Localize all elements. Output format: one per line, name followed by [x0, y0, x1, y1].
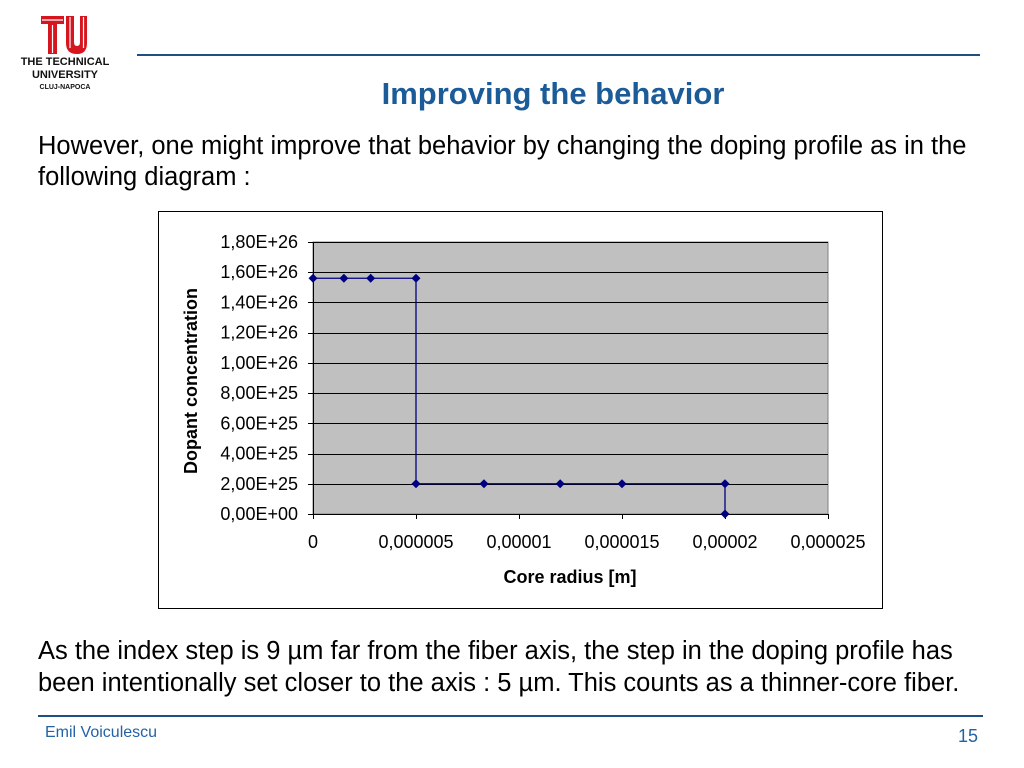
- data-point: [366, 273, 376, 283]
- tick-label-layer: 0,00E+00 2,00E+25 4,00E+25 6,00E+25 8,00E+25…: [220, 232, 865, 552]
- x-axis-title: Core radius [m]: [503, 567, 636, 587]
- conclusion-text: As the index step is 9 µm far from the f…: [38, 635, 959, 699]
- slide-title: Improving the behavior: [381, 76, 725, 111]
- page-number: 15: [957, 726, 978, 746]
- y-tick-label: 2,00E+25: [220, 474, 298, 494]
- logo-text-line3: CLUJ-NAPOCA: [39, 84, 91, 91]
- intro-line: However, one might improve that behavior…: [38, 132, 967, 160]
- y-tick-label: 8,00E+25: [220, 383, 298, 403]
- x-tick-label: 0,000015: [584, 532, 659, 552]
- x-tick-label: 0,000005: [378, 532, 453, 552]
- grid-layer: [313, 242, 828, 485]
- series-layer: [308, 273, 730, 519]
- logo-text-line1: THE TECHNICAL: [20, 56, 110, 68]
- axes-layer: [308, 242, 829, 519]
- data-point: [339, 273, 349, 283]
- y-axis-title: Dopant concentration: [181, 288, 201, 474]
- data-point: [617, 479, 627, 489]
- y-tick-label: 4,00E+25: [220, 444, 298, 464]
- data-point: [555, 479, 565, 489]
- data-point: [308, 273, 318, 283]
- header-rule: [137, 54, 980, 56]
- y-tick-label: 1,80E+26: [220, 232, 298, 252]
- university-logo: [41, 16, 87, 54]
- y-tick-label: 1,60E+26: [220, 262, 298, 282]
- y-tick-label: 1,00E+26: [220, 353, 298, 373]
- x-tick-label: 0,00001: [486, 532, 551, 552]
- data-point: [411, 479, 421, 489]
- conclusion-line: As the index step is 9 µm far from the f…: [38, 637, 953, 665]
- x-tick-label: 0,000025: [790, 532, 865, 552]
- y-tick-label: 0,00E+00: [220, 504, 298, 524]
- logo-u-shape: [66, 16, 87, 54]
- intro-text: However, one might improve that behavior…: [38, 131, 966, 193]
- series-line: [313, 277, 726, 514]
- data-point: [720, 509, 730, 519]
- x-tick-label: 0: [308, 532, 318, 552]
- data-point: [479, 479, 489, 489]
- data-point: [720, 479, 730, 489]
- footer-author: Emil Voiculescu: [45, 724, 158, 741]
- plot-layer: [312, 241, 829, 515]
- y-tick-label: 1,20E+26: [220, 323, 298, 343]
- y-tick-label: 1,40E+26: [220, 292, 298, 312]
- doping-profile-chart: 0,00E+00 2,00E+25 4,00E+25 6,00E+25 8,00E+25…: [158, 211, 883, 609]
- logo-text-line2: UNIVERSITY: [31, 69, 98, 81]
- x-tick-label: 0,00002: [692, 532, 757, 552]
- intro-line: following diagram :: [38, 163, 251, 191]
- y-tick-label: 6,00E+25: [220, 413, 298, 433]
- footer-rule: [38, 715, 983, 717]
- data-point: [411, 273, 421, 283]
- plot-area: [312, 241, 829, 515]
- conclusion-line: been intentionally set closer to the axi…: [38, 669, 960, 697]
